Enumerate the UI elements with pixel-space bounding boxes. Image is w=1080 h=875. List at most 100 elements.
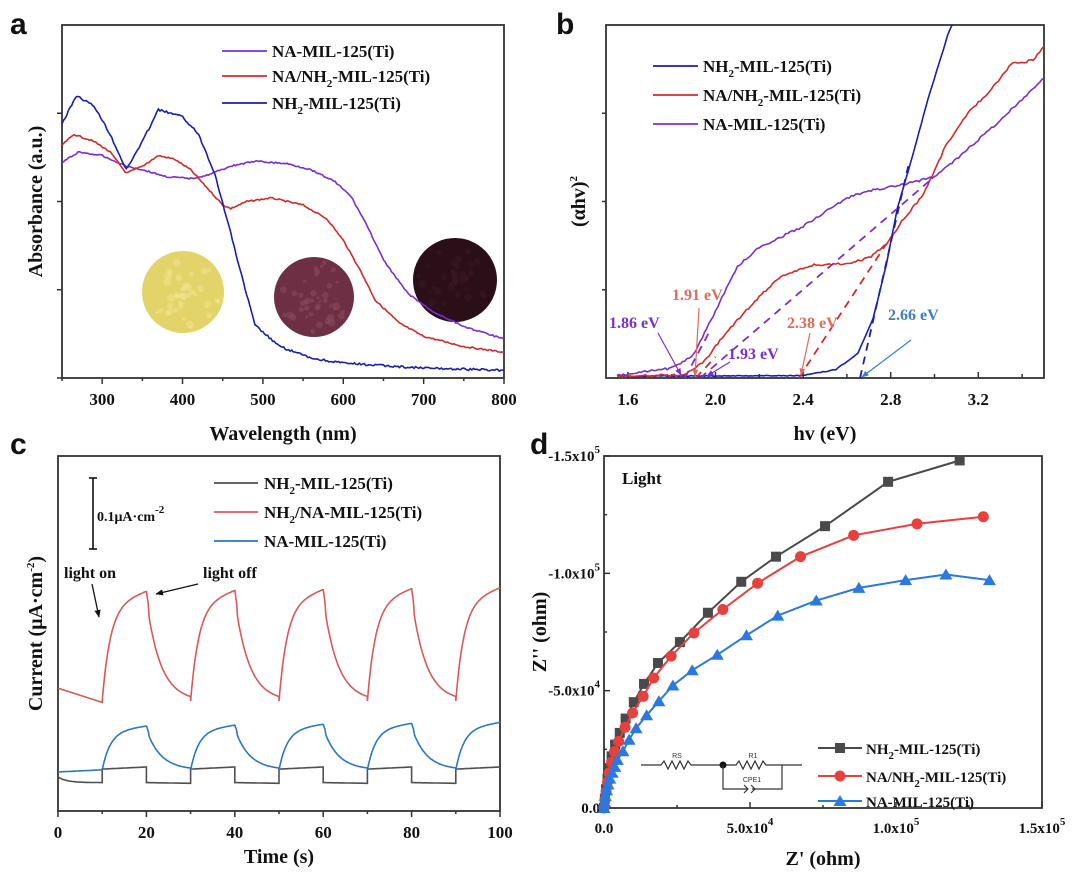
inset-texture-speck (189, 271, 195, 277)
legend-label: NA-MIL-125(Ti) (703, 115, 825, 134)
x-tick-label: 0 (54, 823, 63, 842)
data-point-triangle (685, 664, 699, 676)
data-point-circle (977, 511, 989, 523)
inset-texture-speck (299, 300, 306, 307)
y-tick-label: -1.5x105 (548, 444, 600, 465)
circuit-label-r1: R1 (749, 753, 758, 760)
inset-texture-speck (175, 274, 183, 281)
x-axis-title: hv (eV) (794, 423, 857, 445)
annotation-arrow (692, 307, 700, 377)
inset-texture-speck (308, 311, 314, 317)
y-tick-label: -1.0x105 (548, 561, 600, 582)
legend-label: NH2-MIL-125(Ti) (272, 94, 401, 117)
data-point-circle (627, 707, 639, 719)
legend-label: NA-MIL-125(Ti) (866, 795, 974, 811)
inset-texture-speck (181, 317, 186, 322)
inset-texture-speck (174, 295, 179, 300)
legend-label: NA-MIL-125(Ti) (264, 532, 386, 551)
inset-texture-speck (194, 293, 198, 297)
annotation-arrow (861, 339, 912, 378)
data-point-triangle (710, 648, 724, 660)
inset-texture-speck (332, 305, 338, 311)
inset-texture-speck (454, 291, 461, 298)
inset-texture-speck (441, 300, 447, 306)
data-point-square (628, 697, 639, 708)
inset-texture-speck (154, 310, 159, 315)
inset-texture-speck (465, 248, 472, 255)
series-line-NA-MIL-125(Ti) (616, 77, 1044, 377)
bandgap-annotation: 1.86 eV (609, 315, 660, 332)
inset-texture-speck (322, 260, 327, 265)
light-on-label: light on (64, 565, 116, 582)
inset-texture-speck (189, 325, 193, 329)
data-point-triangle (600, 784, 614, 796)
inset-texture-speck (440, 273, 448, 281)
inset-texture-speck (179, 301, 184, 306)
x-tick-label: 1.6 (617, 390, 638, 409)
panel-label-b: b (556, 8, 574, 41)
cpe-symbol (743, 784, 756, 794)
inset-texture-speck (298, 292, 304, 298)
inset-texture-speck (167, 293, 175, 302)
series-line-NH2-MIL-125(Ti) (616, 25, 953, 378)
panel-d-nyquist-plot: 0.0 5.0x104 1.0x105 1.5x105 0.0 -5.0x104 -1.0x… (529, 444, 1066, 870)
series-line-NA/NH2-MIL-125(Ti) (61, 133, 505, 354)
data-point-circle (688, 627, 700, 639)
inset-texture-speck (447, 283, 456, 291)
tangent-dashed-line (695, 356, 717, 378)
x-tick-label: 3.2 (968, 390, 989, 409)
panel-a-absorbance-chart: 300 400 500 600 700 800 NA-MIL-125(Ti) NA/NH2-M… (25, 24, 517, 445)
inset-texture-speck (326, 282, 333, 289)
y-axis-title: (αhv)2 (568, 175, 590, 227)
series-line-NH2/NA-MIL-125(Ti) (57, 587, 501, 704)
inset-texture-speck (298, 306, 304, 313)
circuit-label-rs: RS (672, 753, 682, 760)
inset-texture-speck (316, 321, 323, 329)
tangent-dashed-line (797, 243, 888, 378)
inset-texture-speck (338, 312, 345, 320)
inset-texture-speck (430, 285, 435, 290)
inset-texture-speck (461, 273, 468, 281)
inset-texture-speck (305, 315, 309, 319)
data-point-triangle (852, 581, 866, 593)
data-point-square (653, 657, 664, 668)
inset-texture-speck (303, 279, 307, 283)
light-condition-label: Light (622, 469, 662, 488)
inset-texture-speck (282, 312, 288, 318)
inset-texture-speck (329, 303, 334, 308)
x-tick-label: 5.0x104 (727, 816, 774, 837)
bandgap-annotation: 2.38 eV (787, 315, 838, 332)
inset-texture-speck (286, 311, 294, 319)
inset-texture-speck (467, 260, 475, 268)
legend-label: NA-MIL-125(Ti) (272, 42, 394, 61)
data-point-triangle (771, 609, 785, 621)
legend-marker (834, 770, 846, 782)
inset-texture-speck (291, 290, 298, 297)
inset-texture-speck (173, 307, 179, 313)
inset-texture-speck (330, 266, 337, 273)
panel-c-photocurrent-chart: 0 20 40 60 80 100 0.1μA·cm-2 NH2-MIL-125(Ti) NH2… (25, 455, 513, 868)
inset-texture-speck (436, 307, 440, 311)
inset-texture-speck (340, 309, 345, 314)
data-point-circle (911, 518, 923, 530)
x-tick-label: 600 (331, 390, 357, 409)
data-point-square (820, 521, 831, 532)
data-point-circle (717, 603, 729, 615)
inset-texture-speck (335, 280, 339, 284)
x-tick-label: 40 (226, 823, 243, 842)
data-point-circle (795, 551, 807, 563)
light-on-arrow (91, 583, 101, 618)
inset-texture-speck (197, 285, 205, 293)
inset-texture-speck (310, 290, 317, 297)
x-tick-label: 2.0 (705, 390, 726, 409)
data-point-circle (752, 577, 764, 589)
inset-texture-speck (279, 286, 287, 294)
tangent-dashed-line (699, 179, 931, 378)
inset-texture-speck (163, 278, 172, 286)
x-tick-label: 1.5x105 (1019, 816, 1066, 837)
bandgap-annotation: 2.66 eV (888, 307, 939, 324)
data-point-triangle (598, 790, 612, 802)
inset-texture-speck (434, 287, 442, 296)
data-point-triangle (640, 709, 654, 721)
legend-label: NH2/NA-MIL-125(Ti) (264, 503, 422, 526)
